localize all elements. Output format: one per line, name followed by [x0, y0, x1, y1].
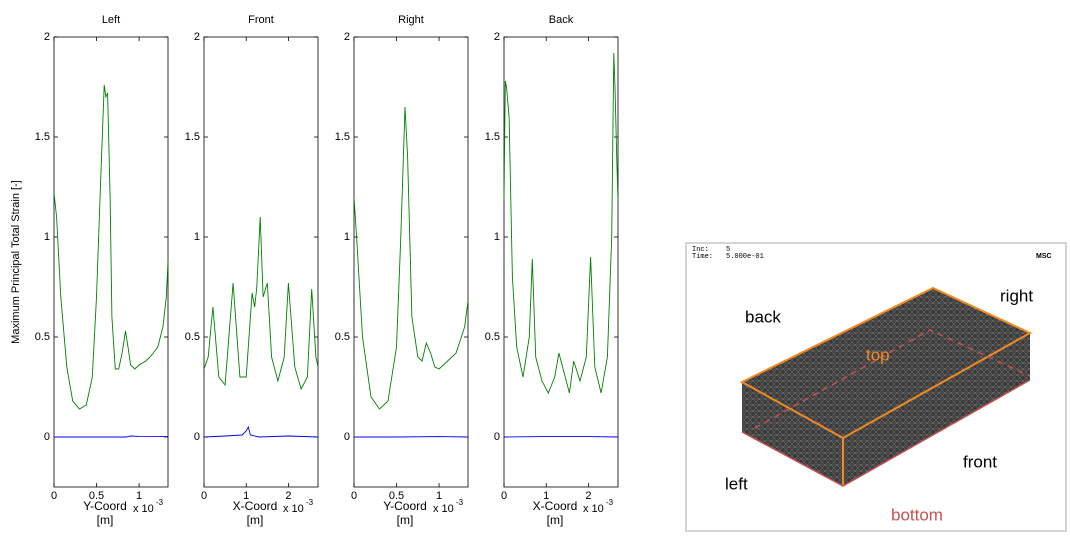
x-axis-unit: [m]	[547, 513, 564, 527]
label-top: top	[866, 345, 890, 364]
x-axis-label: X-Coord	[533, 499, 578, 513]
plot-area	[354, 37, 468, 487]
y-tick-label: 2	[44, 31, 50, 43]
x-exponent: -3	[306, 498, 314, 507]
y-tick-label: 1	[344, 231, 350, 243]
label-right: right	[1000, 286, 1033, 305]
y-tick-label: 1.5	[35, 131, 50, 143]
y-tick-label: 2	[194, 31, 200, 43]
x-axis-unit: [m]	[397, 513, 414, 527]
x-multiplier: x 10	[133, 503, 154, 515]
y-tick-label: 1.5	[335, 131, 350, 143]
x-tick-label: 1	[136, 490, 142, 502]
x-tick-label: 2	[585, 490, 591, 502]
chart-title: Back	[549, 14, 574, 26]
x-exponent: -3	[156, 498, 164, 507]
plot-area	[504, 37, 618, 487]
y-tick-label: 1.5	[185, 131, 200, 143]
x-tick-label: 0	[201, 490, 207, 502]
x-tick-label: 2	[285, 490, 291, 502]
label-left: left	[725, 474, 748, 493]
y-tick-label: 1	[494, 231, 500, 243]
figure: Inc: 5 Time: 5.000e-01 MSC back right to…	[0, 0, 1070, 532]
x-multiplier: x 10	[583, 503, 604, 515]
y-tick-label: 1	[194, 231, 200, 243]
y-tick-label: 0	[194, 431, 200, 443]
y-tick-label: 0.5	[485, 331, 500, 343]
chart-title: Left	[102, 14, 120, 26]
chart-title: Right	[398, 14, 424, 26]
page: Inc: 5 Time: 5.000e-01 MSC back right to…	[0, 0, 1070, 537]
y-tick-label: 0.5	[185, 331, 200, 343]
y-tick-label: 0.5	[335, 331, 350, 343]
x-axis-label: X-Coord	[233, 499, 278, 513]
x-axis-unit: [m]	[247, 513, 264, 527]
model-view: Inc: 5 Time: 5.000e-01 MSC back right to…	[686, 243, 1066, 531]
time-label: Time:	[692, 253, 713, 261]
y-tick-label: 2	[494, 31, 500, 43]
y-tick-label: 1	[44, 231, 50, 243]
label-back: back	[745, 307, 781, 326]
chart-title: Front	[248, 14, 274, 26]
y-axis-label: Maximum Principal Total Strain [-]	[10, 180, 22, 344]
y-tick-label: 2	[344, 31, 350, 43]
x-multiplier: x 10	[433, 503, 454, 515]
y-tick-label: 0	[44, 431, 50, 443]
x-tick-label: 0	[51, 490, 57, 502]
y-tick-label: 0	[494, 431, 500, 443]
x-exponent: -3	[606, 498, 614, 507]
x-axis-label: Y-Coord	[383, 499, 427, 513]
logo: MSC	[1036, 253, 1052, 260]
y-tick-label: 0.5	[35, 331, 50, 343]
x-tick-label: 1	[436, 490, 442, 502]
x-axis-label: Y-Coord	[83, 499, 127, 513]
time-value: 5.000e-01	[726, 253, 764, 261]
x-tick-label: 0	[501, 490, 507, 502]
label-front: front	[963, 452, 997, 471]
x-exponent: -3	[456, 498, 464, 507]
label-bottom: bottom	[891, 505, 943, 524]
x-multiplier: x 10	[283, 503, 304, 515]
y-tick-label: 0	[344, 431, 350, 443]
y-tick-label: 1.5	[485, 131, 500, 143]
x-axis-unit: [m]	[97, 513, 114, 527]
plot-area	[204, 37, 318, 487]
x-tick-label: 0	[351, 490, 357, 502]
